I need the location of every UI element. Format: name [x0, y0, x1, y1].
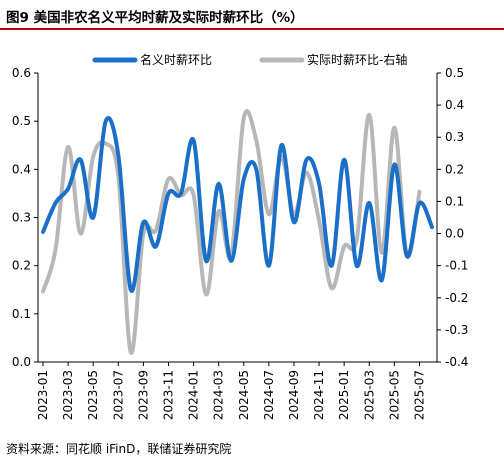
x-tick-label: 2024-11	[312, 370, 326, 420]
series-group	[41, 109, 434, 355]
right-tick-label: -0.4	[445, 355, 468, 369]
x-tick-label: 2023-11	[161, 370, 175, 420]
x-tick-label: 2024-05	[237, 370, 251, 420]
line-chart: 0.0 0.1 0.2 0.3 0.4 0.5 0.6 -0.4 -0.3 -0.2 -0.1 0.0…	[12, 52, 469, 420]
x-tick-label: 2024-01	[187, 370, 201, 420]
x-tick-label: 2023-07	[111, 370, 125, 420]
figure-title: 图9 美国非农名义平均时薪及实际时薪环比（%）	[6, 10, 304, 26]
x-tick-label: 2025-01	[337, 370, 351, 420]
source-note: 资料来源：同花顺 iFinD，联储证券研究院	[6, 442, 232, 456]
x-tick-label: 2023-05	[86, 370, 100, 420]
right-tick-label: -0.1	[445, 259, 468, 273]
x-tick-label: 2025-03	[362, 370, 376, 420]
right-tick-label: 0.2	[445, 162, 464, 176]
left-tick-label: 0.4	[12, 162, 31, 176]
x-tick-label: 2023-01	[36, 370, 50, 420]
x-tick-label: 2023-03	[61, 370, 75, 420]
right-tick-label: 0.0	[445, 227, 464, 241]
right-tick-label: -0.2	[445, 291, 468, 305]
x-tick-label: 2024-09	[287, 370, 301, 420]
right-tick-label: 0.5	[445, 66, 464, 80]
right-tick-label: 0.4	[445, 98, 464, 112]
left-tick-label: 0.1	[12, 307, 31, 321]
x-tick-label: 2024-03	[212, 370, 226, 420]
left-tick-label: 0.6	[12, 66, 31, 80]
x-tick-label: 2024-07	[262, 370, 276, 420]
x-tick-label: 2023-09	[136, 370, 150, 420]
x-tick-label: 2025-05	[387, 370, 401, 420]
left-tick-label: 0.0	[12, 355, 31, 369]
legend-item-real-label: 实际时薪环比-右轴	[307, 52, 407, 67]
legend: 名义时薪环比 实际时薪环比-右轴	[92, 52, 407, 67]
series-nominal-wage-line	[41, 116, 434, 293]
right-tick-label: 0.3	[445, 130, 464, 144]
right-tick-label: 0.1	[445, 194, 464, 208]
legend-item-nominal-label: 名义时薪环比	[140, 52, 212, 67]
title-rule	[0, 28, 504, 30]
left-tick-label: 0.5	[12, 114, 31, 128]
x-tick-label: 2025-07	[412, 370, 426, 420]
left-tick-label: 0.2	[12, 259, 31, 273]
right-tick-label: -0.3	[445, 323, 468, 337]
axes-group: 0.0 0.1 0.2 0.3 0.4 0.5 0.6 -0.4 -0.3 -0.2 -0.1 0.0…	[12, 66, 469, 420]
left-tick-label: 0.3	[12, 211, 31, 225]
